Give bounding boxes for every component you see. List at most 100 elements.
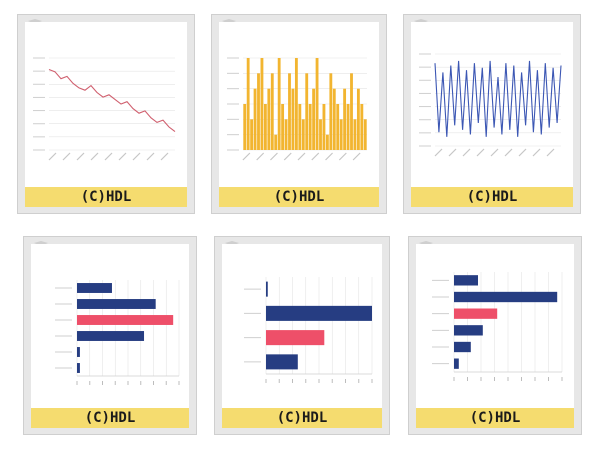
chart-panel <box>219 22 379 187</box>
horizontal-bar-chart-b <box>244 277 373 383</box>
bar <box>332 88 336 150</box>
bar <box>77 299 156 309</box>
bar <box>267 88 271 150</box>
chart-panel <box>31 244 189 408</box>
bar <box>246 58 250 150</box>
bar <box>284 119 288 150</box>
x-tick-mark <box>504 148 513 157</box>
x-tick-mark <box>490 148 499 157</box>
card-caption: (C)HDL <box>31 408 189 428</box>
x-tick-mark <box>242 152 251 161</box>
x-tick-mark <box>104 152 113 161</box>
bar <box>329 73 333 150</box>
bar <box>454 325 483 336</box>
horizontal-bar-chart-a <box>55 280 180 385</box>
bar <box>454 308 498 319</box>
line-chart-decline <box>33 57 176 161</box>
pin-icon <box>34 234 48 249</box>
pin-icon <box>419 234 433 249</box>
line-chart-oscillating <box>419 53 562 157</box>
x-tick-mark <box>311 152 320 161</box>
x-tick-mark <box>146 152 155 161</box>
x-tick-mark <box>546 148 555 157</box>
x-tick-mark <box>256 152 265 161</box>
bar <box>346 104 350 150</box>
bar <box>253 88 257 150</box>
chart-panel <box>222 244 382 408</box>
bar <box>454 275 478 286</box>
card-caption: (C)HDL <box>219 187 379 207</box>
series-line <box>434 60 562 137</box>
x-tick-mark <box>118 152 127 161</box>
bar <box>454 358 459 369</box>
x-tick-mark <box>62 152 71 161</box>
chart-card-6: (C)HDL <box>408 236 582 435</box>
x-tick-mark <box>338 152 347 161</box>
chart-panel <box>25 22 187 187</box>
x-tick-mark <box>448 148 457 157</box>
bar <box>266 330 325 346</box>
bar <box>312 88 316 150</box>
bar <box>322 104 326 150</box>
chart-card-3: (C)HDL <box>403 14 581 214</box>
bar <box>281 104 285 150</box>
bar <box>353 119 357 150</box>
bar <box>77 331 145 341</box>
x-tick-mark <box>352 152 361 161</box>
bar <box>454 291 558 303</box>
bar <box>266 354 298 370</box>
card-caption: (C)HDL <box>416 408 574 428</box>
bar <box>336 104 340 150</box>
bar <box>288 73 291 150</box>
chart-card-4: (C)HDL <box>23 236 197 435</box>
bar <box>257 73 260 150</box>
chart-panel <box>411 22 573 187</box>
bar <box>270 73 274 150</box>
chart-panel <box>416 244 574 408</box>
x-tick-mark <box>297 152 306 161</box>
bar <box>305 73 309 150</box>
x-tick-mark <box>283 152 292 161</box>
bar <box>263 104 267 150</box>
pin-icon <box>414 12 428 27</box>
bar <box>266 281 268 297</box>
bar <box>77 363 80 373</box>
x-tick-mark <box>132 152 141 161</box>
bar <box>274 134 278 150</box>
x-tick-mark <box>160 152 169 161</box>
x-tick-mark <box>462 148 471 157</box>
pin-icon <box>222 12 236 27</box>
bar <box>250 119 254 150</box>
bar <box>325 134 329 150</box>
bar <box>260 58 264 150</box>
bar <box>363 119 367 150</box>
x-tick-mark <box>434 148 443 157</box>
x-tick-mark <box>532 148 541 157</box>
bar <box>350 73 353 150</box>
horizontal-bar-chart-c <box>432 272 563 381</box>
chart-card-1: (C)HDL <box>17 14 195 214</box>
x-tick-mark <box>270 152 278 161</box>
bar <box>77 347 80 357</box>
bar <box>277 58 281 150</box>
bar <box>291 88 295 150</box>
card-caption: (C)HDL <box>411 187 573 207</box>
bar <box>339 119 343 150</box>
x-tick-mark <box>518 148 527 157</box>
series-line <box>48 68 176 133</box>
bar <box>356 88 360 150</box>
chart-card-2: (C)HDL <box>211 14 387 214</box>
bar <box>319 119 322 150</box>
bar <box>301 119 305 150</box>
x-tick-mark <box>76 152 85 161</box>
bar <box>343 88 347 150</box>
bar-chart-yellow <box>227 57 367 161</box>
card-caption: (C)HDL <box>222 408 382 428</box>
bar <box>294 58 298 150</box>
bar <box>77 315 174 325</box>
x-tick-mark <box>476 148 485 157</box>
bar <box>315 58 319 150</box>
bar <box>298 104 302 150</box>
pin-icon <box>28 12 42 27</box>
x-tick-mark <box>325 152 333 161</box>
